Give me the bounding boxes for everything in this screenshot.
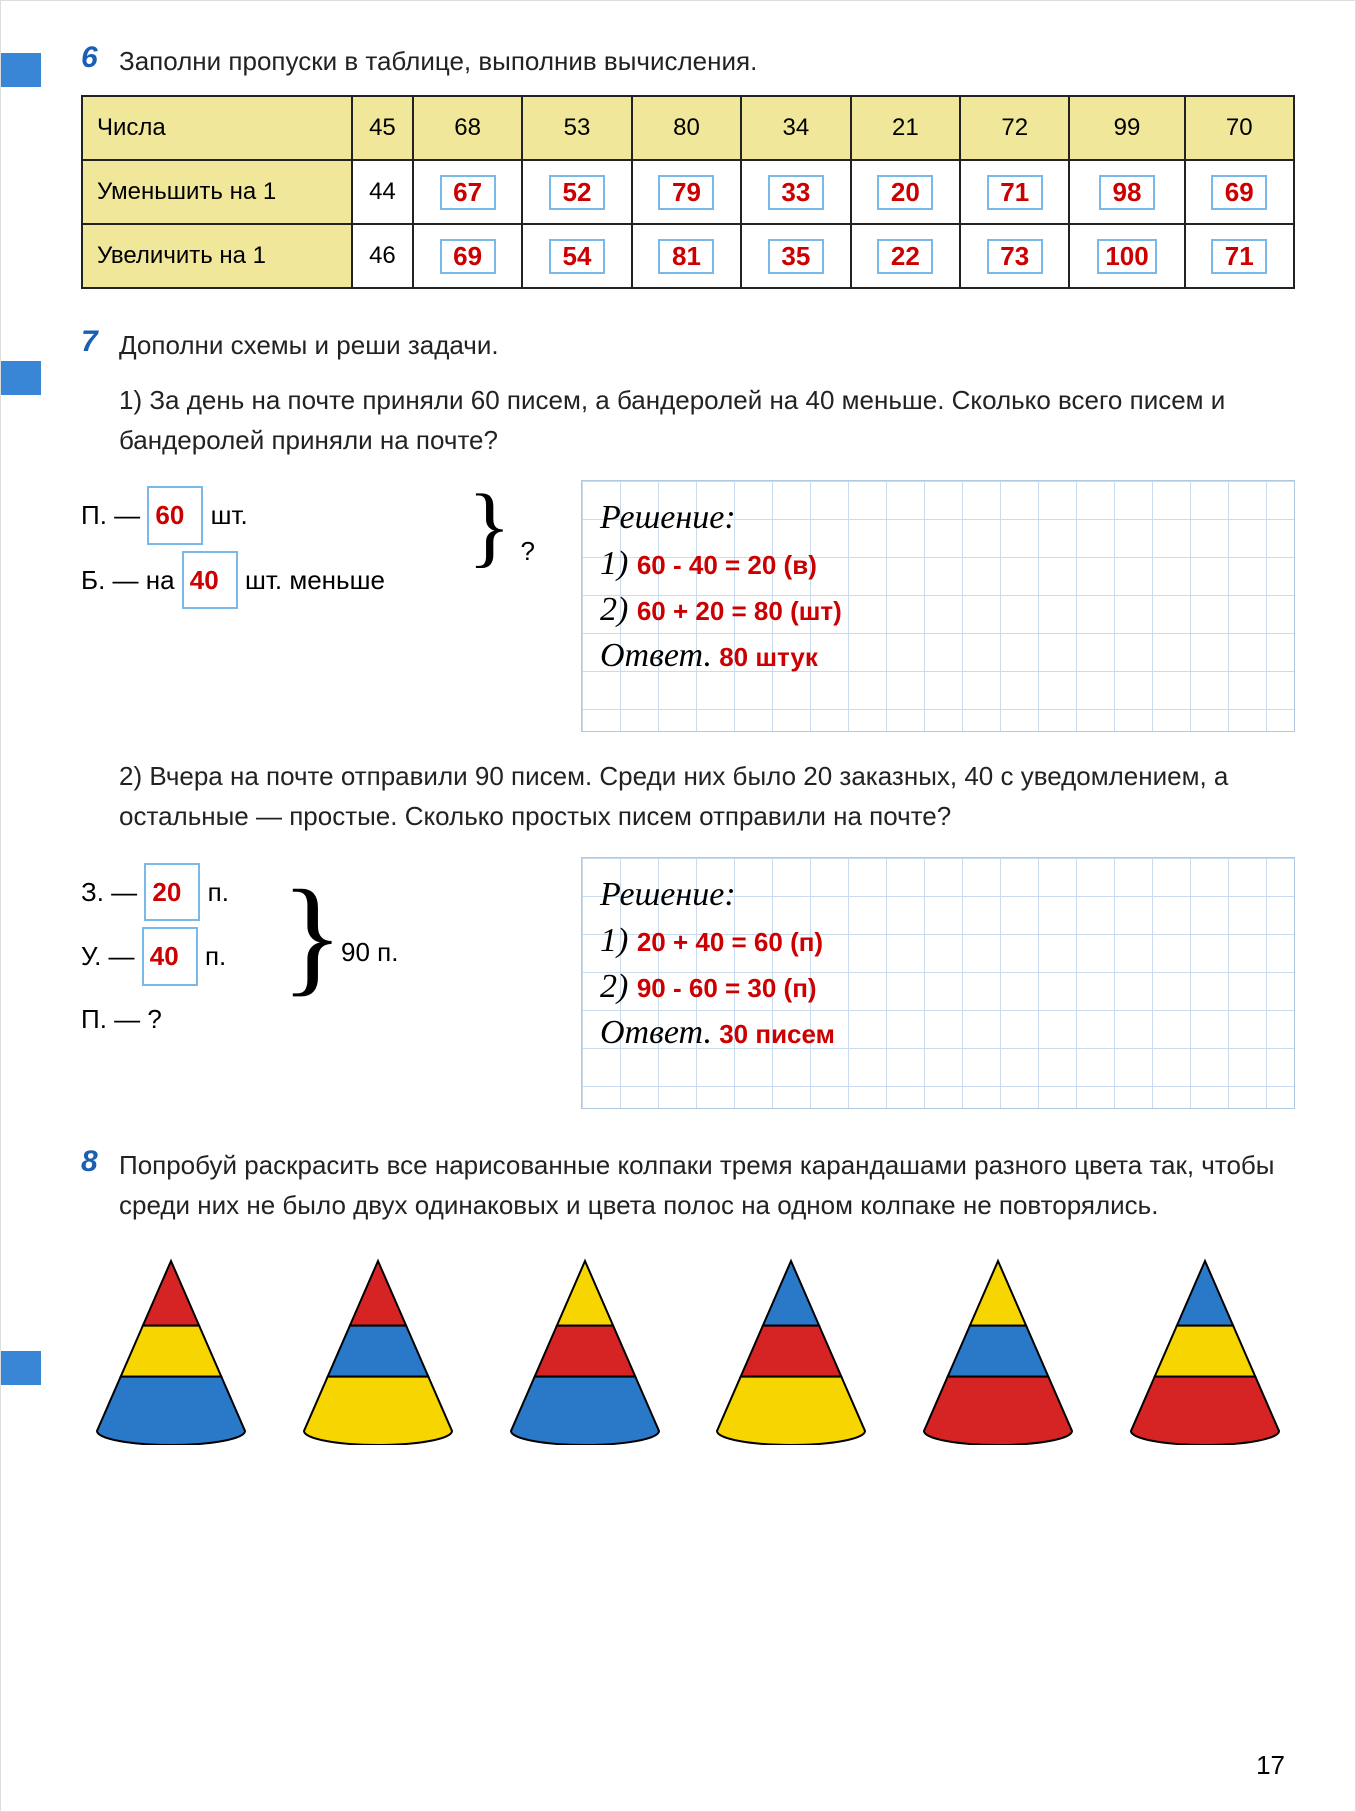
problem-2: З. — 20 п. У. — 40 п. П. — ? } 90 п. Реш… <box>81 857 1295 1109</box>
row-label: Увеличить на 1 <box>82 224 352 288</box>
bracket-q: ? <box>521 524 535 579</box>
answer-cell: 69 <box>440 239 496 274</box>
page: 6 Заполни пропуски в таблице, выполнив в… <box>0 0 1356 1812</box>
solution-title: Решение: <box>600 876 1276 914</box>
tab-marker <box>1 361 41 395</box>
step-num: 2) <box>600 591 637 628</box>
num-cell: 99 <box>1069 96 1184 160</box>
step-num: 1) <box>600 922 637 959</box>
answer-label: Ответ. <box>600 1014 712 1051</box>
answer-cell: 69 <box>1211 175 1267 210</box>
exercise-6: 6 Заполни пропуски в таблице, выполнив в… <box>81 41 1295 289</box>
scheme-value: 40 <box>182 551 238 610</box>
ex-number: 8 <box>81 1145 105 1179</box>
num-cell: 80 <box>632 96 741 160</box>
step-num: 2) <box>600 968 637 1005</box>
brace-icon: } <box>281 897 343 975</box>
scheme: З. — 20 п. У. — 40 п. П. — ? } 90 п. <box>81 857 541 1109</box>
tab-marker <box>1 53 41 87</box>
step-answer: 60 + 20 = 80 (шт) <box>637 596 842 626</box>
scheme: П. — 60 шт. Б. — на 40 шт. меньше } ? <box>81 480 541 732</box>
cone-icon <box>505 1255 665 1445</box>
answer-cell: 52 <box>549 175 605 210</box>
label: У. — <box>81 941 142 971</box>
label: п. <box>205 941 226 971</box>
answer-cell: 35 <box>768 239 824 274</box>
exercise-8: 8 Попробуй раскрасить все нарисованные к… <box>81 1145 1295 1446</box>
solution-box: Решение: 1) 20 + 40 = 60 (п) 2) 90 - 60 … <box>581 857 1295 1109</box>
num-cell: 70 <box>1185 96 1294 160</box>
label: шт. <box>211 500 248 530</box>
answer-cell: 71 <box>987 175 1043 210</box>
step-answer: 60 - 40 = 20 (в) <box>637 550 817 580</box>
calc-table: Числа 45 68 53 80 34 21 72 99 70 Уменьши… <box>81 95 1295 289</box>
table-row: Уменьшить на 1 44 67 52 79 33 20 71 98 6… <box>82 160 1294 224</box>
problem-text: 1) За день на почте приняли 60 писем, а … <box>119 380 1295 461</box>
answer-cell: 100 <box>1097 239 1156 274</box>
label: п. <box>208 877 229 907</box>
scheme-value: 40 <box>142 927 198 986</box>
step-answer: 20 + 40 = 60 (п) <box>637 927 823 957</box>
answer-cell: 71 <box>1211 239 1267 274</box>
solution-box: Решение: 1) 60 - 40 = 20 (в) 2) 60 + 20 … <box>581 480 1295 732</box>
answer-cell: 20 <box>877 175 933 210</box>
num-cell: 21 <box>851 96 960 160</box>
cone-icon <box>298 1255 458 1445</box>
ex-text: Попробуй раскрасить все нарисованные кол… <box>119 1145 1295 1226</box>
step-num: 1) <box>600 545 637 582</box>
ex-number: 7 <box>81 325 105 359</box>
ex-text: Заполни пропуски в таблице, выполнив выч… <box>119 41 757 81</box>
brace-icon: } <box>468 500 511 554</box>
cone-icon <box>711 1255 871 1445</box>
label: П. — <box>81 500 147 530</box>
solution-title: Решение: <box>600 499 1276 537</box>
cone-icon <box>1125 1255 1285 1445</box>
num-cell: 34 <box>741 96 850 160</box>
answer-cell: 81 <box>658 239 714 274</box>
answer-cell: 98 <box>1099 175 1155 210</box>
cone-icon <box>918 1255 1078 1445</box>
label: З. — <box>81 877 144 907</box>
answer-label: Ответ. <box>600 637 712 674</box>
final-answer: 30 писем <box>719 1019 835 1049</box>
problem-1: П. — 60 шт. Б. — на 40 шт. меньше } ? Ре… <box>81 480 1295 732</box>
cones-row <box>81 1255 1295 1445</box>
label: шт. меньше <box>245 565 385 595</box>
scheme-value: 60 <box>147 486 203 545</box>
table-row: Числа 45 68 53 80 34 21 72 99 70 <box>82 96 1294 160</box>
answer-cell: 67 <box>440 175 496 210</box>
answer-cell: 79 <box>658 175 714 210</box>
scheme-value: 20 <box>144 863 200 922</box>
given-cell: 44 <box>352 160 413 224</box>
answer-cell: 73 <box>987 239 1043 274</box>
bracket-total: 90 п. <box>341 925 398 980</box>
ex-text: Дополни схемы и реши задачи. <box>119 325 499 365</box>
num-cell: 68 <box>413 96 522 160</box>
answer-cell: 33 <box>768 175 824 210</box>
label: Б. — на <box>81 565 182 595</box>
cone-icon <box>91 1255 251 1445</box>
problem-text: 2) Вчера на почте отправили 90 писем. Ср… <box>119 756 1295 837</box>
table-row: Увеличить на 1 46 69 54 81 35 22 73 100 … <box>82 224 1294 288</box>
tab-marker <box>1 1351 41 1385</box>
given-cell: 46 <box>352 224 413 288</box>
row-label: Уменьшить на 1 <box>82 160 352 224</box>
final-answer: 80 штук <box>719 642 818 672</box>
row-label: Числа <box>82 96 352 160</box>
step-answer: 90 - 60 = 30 (п) <box>637 973 817 1003</box>
ex-number: 6 <box>81 41 105 75</box>
answer-cell: 54 <box>549 239 605 274</box>
answer-cell: 22 <box>877 239 933 274</box>
exercise-7: 7 Дополни схемы и реши задачи. 1) За ден… <box>81 325 1295 1108</box>
num-cell: 45 <box>352 96 413 160</box>
num-cell: 53 <box>522 96 631 160</box>
page-number: 17 <box>1256 1750 1285 1781</box>
num-cell: 72 <box>960 96 1069 160</box>
